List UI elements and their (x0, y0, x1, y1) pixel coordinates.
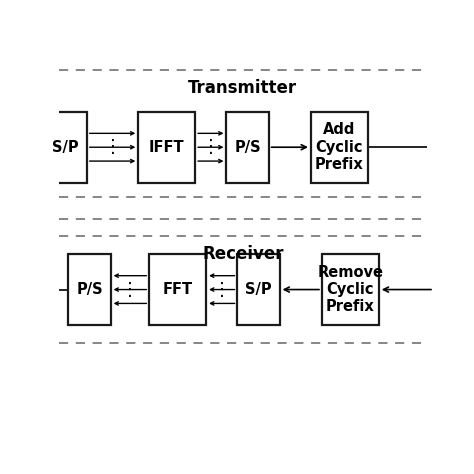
Bar (237, 254, 280, 325)
Text: S/P: S/P (52, 140, 79, 155)
Text: Add
Cyclic
Prefix: Add Cyclic Prefix (315, 122, 364, 172)
Text: P/S: P/S (234, 140, 261, 155)
Text: ⋮: ⋮ (213, 281, 231, 299)
Text: P/S: P/S (76, 282, 103, 297)
Bar (45, 111, 87, 183)
Bar (322, 254, 379, 325)
Text: FFT: FFT (163, 282, 193, 297)
Bar (68, 254, 111, 325)
Text: Transmitter: Transmitter (188, 79, 298, 97)
Bar (138, 111, 195, 183)
Text: ⋮: ⋮ (202, 138, 220, 156)
Bar (149, 254, 206, 325)
Text: Receiver: Receiver (202, 245, 283, 263)
Text: ⋮: ⋮ (103, 138, 121, 156)
Bar (311, 111, 368, 183)
Text: S/P: S/P (245, 282, 272, 297)
Text: ⋮: ⋮ (121, 281, 139, 299)
Text: IFFT: IFFT (149, 140, 184, 155)
Bar (227, 111, 269, 183)
Text: Remove
Cyclic
Prefix: Remove Cyclic Prefix (318, 264, 383, 314)
